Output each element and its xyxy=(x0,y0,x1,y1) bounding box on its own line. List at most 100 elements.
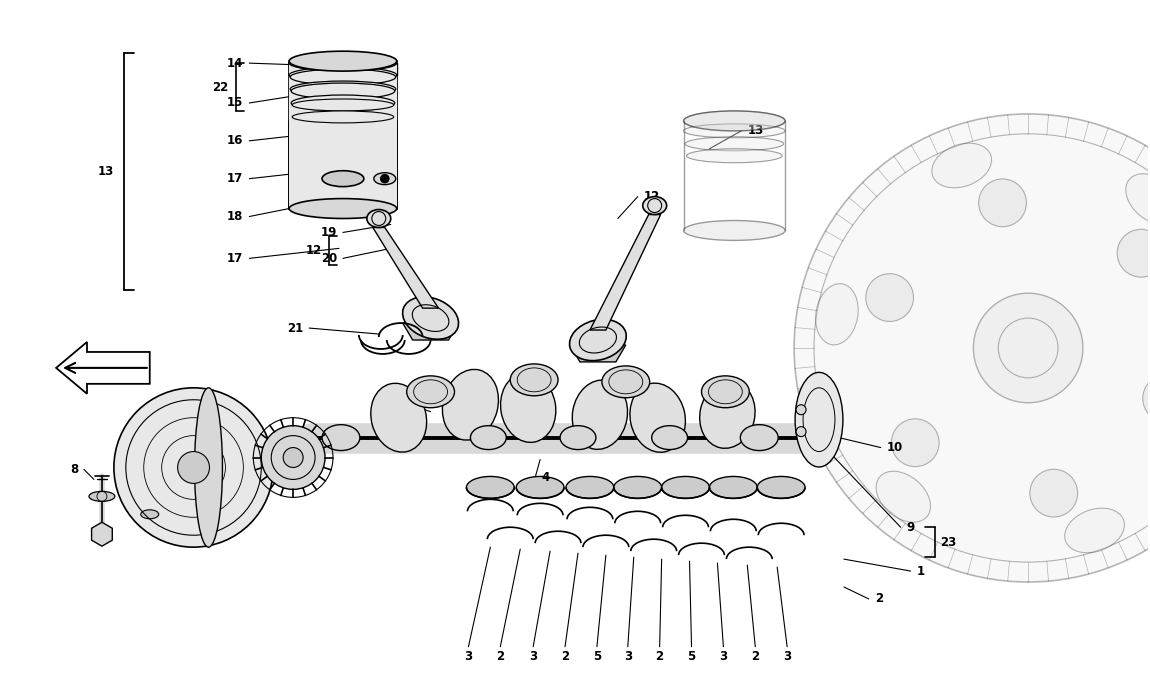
Text: 5: 5 xyxy=(592,650,601,663)
Circle shape xyxy=(1030,469,1078,517)
Ellipse shape xyxy=(443,370,498,440)
Ellipse shape xyxy=(1065,508,1125,553)
Text: 8: 8 xyxy=(70,463,78,476)
Text: 12: 12 xyxy=(644,190,660,203)
Ellipse shape xyxy=(683,111,785,131)
Ellipse shape xyxy=(291,95,394,111)
Text: 17: 17 xyxy=(227,172,244,185)
Text: 23: 23 xyxy=(941,535,957,548)
Ellipse shape xyxy=(699,381,756,448)
Text: 3: 3 xyxy=(720,650,728,663)
Circle shape xyxy=(796,405,806,415)
Text: 17: 17 xyxy=(227,252,244,265)
Ellipse shape xyxy=(795,372,843,467)
Polygon shape xyxy=(590,214,660,330)
Ellipse shape xyxy=(290,69,396,85)
Polygon shape xyxy=(92,522,113,546)
Circle shape xyxy=(283,447,304,467)
Ellipse shape xyxy=(516,477,564,499)
Ellipse shape xyxy=(614,477,661,499)
Text: 16: 16 xyxy=(227,135,244,148)
Ellipse shape xyxy=(89,491,115,501)
Ellipse shape xyxy=(367,210,391,227)
Text: 11: 11 xyxy=(375,393,391,406)
Text: 13: 13 xyxy=(98,165,114,178)
Ellipse shape xyxy=(687,149,782,163)
Ellipse shape xyxy=(322,171,363,186)
Text: 3: 3 xyxy=(465,650,473,663)
Text: 4: 4 xyxy=(542,471,550,484)
Ellipse shape xyxy=(569,320,627,361)
Ellipse shape xyxy=(370,383,427,452)
Ellipse shape xyxy=(374,173,396,184)
Text: 2: 2 xyxy=(751,650,759,663)
Text: 2: 2 xyxy=(561,650,569,663)
Text: 18: 18 xyxy=(227,210,244,223)
Text: 15: 15 xyxy=(227,96,244,109)
Text: 5: 5 xyxy=(688,650,696,663)
Polygon shape xyxy=(570,345,626,362)
Polygon shape xyxy=(373,227,438,308)
Circle shape xyxy=(1143,374,1150,422)
Text: 3: 3 xyxy=(623,650,631,663)
Ellipse shape xyxy=(290,81,396,97)
Text: 20: 20 xyxy=(321,252,337,265)
Text: 2: 2 xyxy=(875,592,883,605)
Ellipse shape xyxy=(470,426,506,449)
Ellipse shape xyxy=(932,143,991,188)
Ellipse shape xyxy=(741,425,779,451)
Ellipse shape xyxy=(685,137,783,151)
Text: 7: 7 xyxy=(158,469,166,482)
Circle shape xyxy=(891,419,940,466)
Ellipse shape xyxy=(289,51,397,71)
Text: 10: 10 xyxy=(887,441,903,454)
Polygon shape xyxy=(402,323,459,340)
Ellipse shape xyxy=(289,199,397,219)
Ellipse shape xyxy=(560,426,596,449)
Circle shape xyxy=(979,179,1027,227)
Text: 21: 21 xyxy=(286,322,304,335)
Polygon shape xyxy=(289,61,397,208)
Text: 12: 12 xyxy=(306,244,322,257)
Ellipse shape xyxy=(643,197,667,214)
Ellipse shape xyxy=(140,510,159,519)
Ellipse shape xyxy=(292,111,393,123)
Ellipse shape xyxy=(710,477,757,499)
Ellipse shape xyxy=(500,373,555,443)
Ellipse shape xyxy=(407,376,454,408)
Text: 2: 2 xyxy=(497,650,505,663)
Text: 6: 6 xyxy=(206,455,214,468)
Ellipse shape xyxy=(289,67,397,83)
Ellipse shape xyxy=(566,477,614,499)
Circle shape xyxy=(795,114,1150,582)
Ellipse shape xyxy=(601,366,650,398)
Ellipse shape xyxy=(1126,173,1150,225)
Ellipse shape xyxy=(289,55,397,71)
Polygon shape xyxy=(56,342,150,394)
Ellipse shape xyxy=(652,426,688,449)
Ellipse shape xyxy=(702,376,750,408)
Text: 19: 19 xyxy=(321,226,337,239)
Text: 2: 2 xyxy=(656,650,664,663)
Text: 3: 3 xyxy=(529,650,537,663)
Ellipse shape xyxy=(757,477,805,499)
Circle shape xyxy=(973,293,1083,403)
Ellipse shape xyxy=(194,388,222,547)
Text: 9: 9 xyxy=(906,520,915,533)
Ellipse shape xyxy=(630,383,685,452)
Ellipse shape xyxy=(467,477,514,499)
Ellipse shape xyxy=(876,471,930,522)
Text: 1: 1 xyxy=(917,565,925,578)
Circle shape xyxy=(381,175,389,182)
Circle shape xyxy=(177,451,209,484)
Ellipse shape xyxy=(573,380,628,449)
Ellipse shape xyxy=(661,477,710,499)
Ellipse shape xyxy=(511,364,558,395)
Circle shape xyxy=(866,274,913,322)
Ellipse shape xyxy=(291,83,394,99)
Ellipse shape xyxy=(683,221,785,240)
Text: 3: 3 xyxy=(783,650,791,663)
Circle shape xyxy=(796,427,806,436)
Ellipse shape xyxy=(292,99,393,111)
Ellipse shape xyxy=(402,297,459,339)
